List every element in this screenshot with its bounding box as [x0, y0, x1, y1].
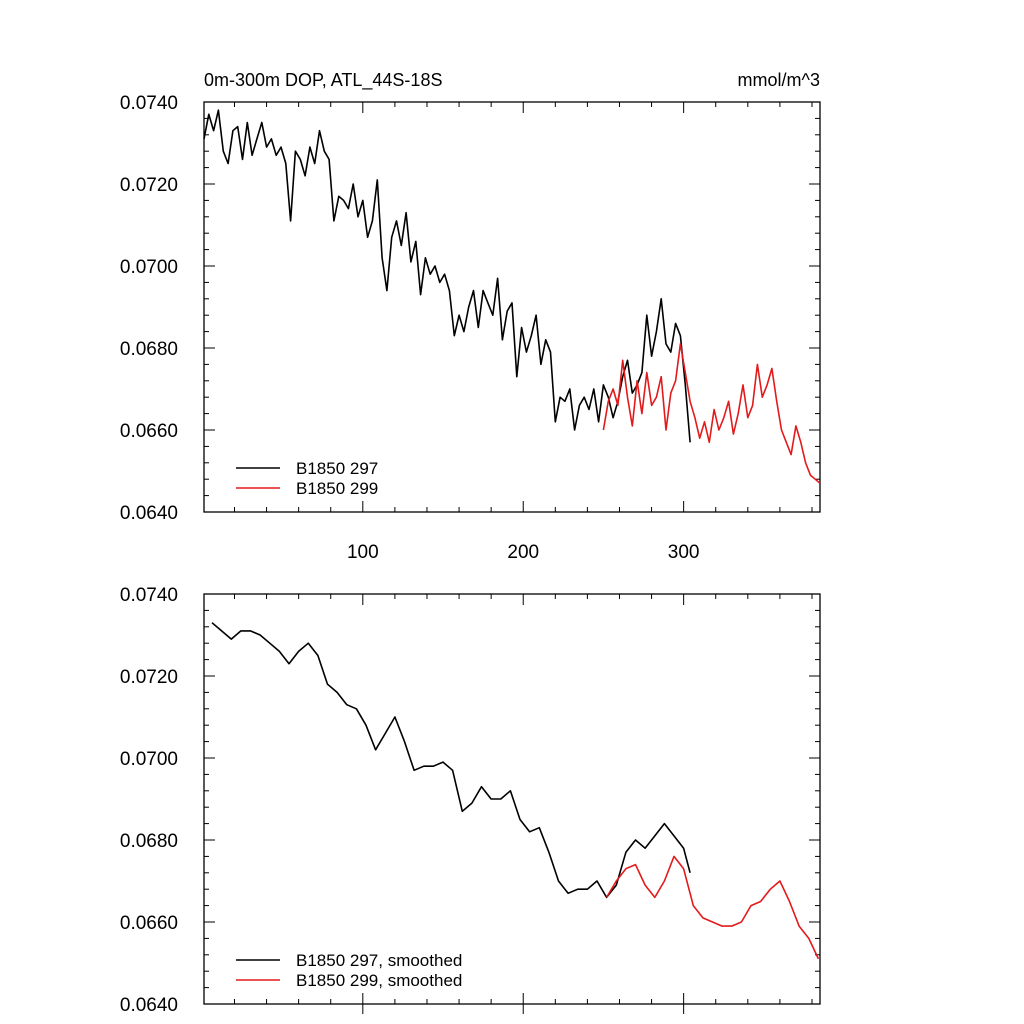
y-tick-label: 0.0700 [120, 257, 178, 278]
series-line-1 [605, 855, 820, 960]
y-tick-label: 0.0740 [120, 585, 178, 606]
y-tick-label: 0.0660 [120, 421, 178, 442]
legend-label: B1850 299 [296, 479, 378, 498]
units-label: mmol/m^3 [738, 70, 820, 90]
y-tick-label: 0.0660 [120, 913, 178, 934]
y-tick-label: 0.0740 [120, 93, 178, 114]
x-tick-label: 100 [347, 542, 379, 563]
legend-label: B1850 299, smoothed [296, 971, 462, 990]
series-line-0 [211, 622, 691, 899]
top-panel: 0.0640 0.0660 0.0680 0.0700 0.0720 0.0740 100 2… [120, 93, 821, 563]
plot-frame [203, 593, 821, 1005]
y-tick-label: 0.0640 [120, 503, 178, 524]
series-line-1 [602, 343, 821, 484]
bottom-panel: 0.0640 0.0660 0.0680 0.0700 0.0720 0.0740 B185… [120, 585, 821, 1016]
y-tick-label: 0.0640 [120, 995, 178, 1016]
series-line-0 [203, 109, 691, 443]
y-tick-label: 0.0720 [120, 667, 178, 688]
x-tick-label: 200 [507, 542, 539, 563]
y-tick-label: 0.0680 [120, 339, 178, 360]
y-tick-label: 0.0700 [120, 749, 178, 770]
plot-frame [203, 101, 821, 513]
chart-title: 0m-300m DOP, ATL_44S-18S [204, 70, 442, 91]
x-tick-label: 300 [668, 542, 700, 563]
legend-label: B1850 297 [296, 459, 378, 478]
y-tick-label: 0.0720 [120, 175, 178, 196]
y-tick-label: 0.0680 [120, 831, 178, 852]
legend-label: B1850 297, smoothed [296, 951, 462, 970]
